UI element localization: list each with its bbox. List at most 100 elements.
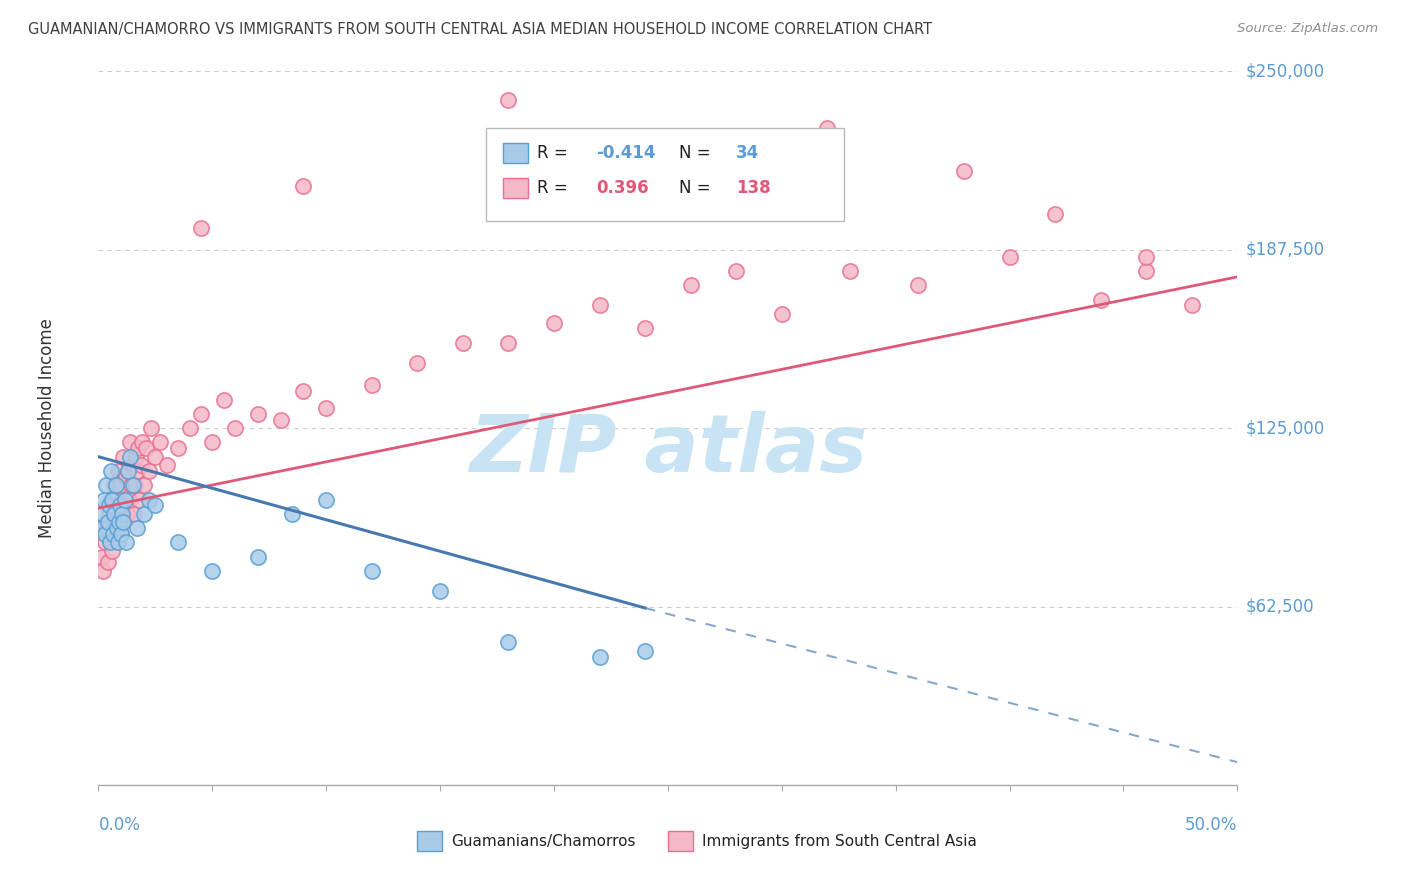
- Point: [94, 535, 117, 549]
- Point: [100, 464, 122, 478]
- Point: [1090, 293, 1112, 307]
- Point: [112, 516, 135, 530]
- Text: Median Household Income: Median Household Income: [38, 318, 56, 538]
- Point: [138, 492, 160, 507]
- Point: [103, 507, 125, 521]
- Point: [120, 478, 142, 492]
- Point: [132, 507, 155, 521]
- Point: [360, 378, 382, 392]
- Point: [725, 264, 748, 278]
- Point: [588, 298, 610, 312]
- FancyBboxPatch shape: [418, 831, 443, 851]
- Point: [1043, 207, 1066, 221]
- Point: [114, 535, 136, 549]
- Point: [117, 464, 139, 478]
- Point: [315, 401, 337, 416]
- Point: [128, 492, 150, 507]
- Point: [498, 635, 520, 649]
- Point: [281, 507, 304, 521]
- FancyBboxPatch shape: [485, 128, 845, 221]
- Point: [103, 478, 125, 492]
- Point: [292, 178, 315, 193]
- Point: [114, 492, 136, 507]
- Point: [104, 521, 127, 535]
- Point: [292, 384, 315, 398]
- Point: [1135, 250, 1157, 264]
- Point: [360, 564, 382, 578]
- Text: 50.0%: 50.0%: [1185, 815, 1237, 833]
- Point: [118, 492, 141, 507]
- Text: N =: N =: [679, 144, 716, 161]
- Text: -0.414: -0.414: [596, 144, 655, 161]
- Point: [907, 278, 929, 293]
- Point: [138, 464, 160, 478]
- Point: [111, 492, 134, 507]
- Point: [132, 478, 155, 492]
- FancyBboxPatch shape: [503, 178, 527, 198]
- Text: R =: R =: [537, 179, 572, 197]
- Point: [129, 458, 152, 473]
- Point: [135, 441, 157, 455]
- Text: GUAMANIAN/CHAMORRO VS IMMIGRANTS FROM SOUTH CENTRAL ASIA MEDIAN HOUSEHOLD INCOME: GUAMANIAN/CHAMORRO VS IMMIGRANTS FROM SO…: [28, 22, 932, 37]
- Point: [839, 264, 862, 278]
- Point: [91, 507, 114, 521]
- Point: [451, 335, 474, 350]
- Point: [105, 521, 128, 535]
- Text: Immigrants from South Central Asia: Immigrants from South Central Asia: [702, 834, 977, 849]
- Text: Source: ZipAtlas.com: Source: ZipAtlas.com: [1237, 22, 1378, 36]
- Point: [131, 435, 153, 450]
- Point: [108, 498, 131, 512]
- Point: [815, 121, 838, 136]
- Point: [1181, 298, 1204, 312]
- Point: [111, 507, 134, 521]
- Text: $187,500: $187,500: [1246, 241, 1324, 259]
- Point: [156, 458, 179, 473]
- Point: [96, 516, 118, 530]
- Point: [96, 478, 118, 492]
- Point: [224, 421, 246, 435]
- Point: [125, 450, 148, 464]
- Text: 34: 34: [737, 144, 759, 161]
- Point: [103, 507, 125, 521]
- Point: [190, 407, 212, 421]
- Point: [108, 478, 131, 492]
- Text: N =: N =: [679, 179, 716, 197]
- Point: [315, 492, 337, 507]
- Point: [90, 549, 112, 564]
- Point: [201, 564, 224, 578]
- Point: [588, 150, 610, 164]
- Text: $250,000: $250,000: [1246, 62, 1324, 80]
- Text: R =: R =: [537, 144, 572, 161]
- Point: [679, 278, 702, 293]
- Point: [101, 544, 124, 558]
- Point: [167, 441, 190, 455]
- Point: [100, 492, 122, 507]
- Point: [114, 469, 136, 483]
- Point: [112, 450, 135, 464]
- Point: [122, 507, 145, 521]
- Point: [127, 464, 149, 478]
- Point: [406, 355, 429, 369]
- Point: [90, 521, 112, 535]
- Point: [139, 421, 162, 435]
- Point: [588, 649, 610, 664]
- Point: [120, 450, 142, 464]
- Point: [770, 307, 793, 321]
- Point: [93, 521, 115, 535]
- Point: [98, 526, 121, 541]
- Point: [190, 221, 212, 235]
- Point: [104, 478, 127, 492]
- Point: [634, 321, 657, 335]
- Text: $125,000: $125,000: [1246, 419, 1324, 437]
- FancyBboxPatch shape: [503, 143, 527, 162]
- Point: [634, 644, 657, 658]
- Point: [108, 516, 131, 530]
- Point: [108, 516, 131, 530]
- Point: [212, 392, 235, 407]
- Point: [124, 478, 146, 492]
- Point: [1135, 264, 1157, 278]
- Point: [429, 583, 451, 598]
- Point: [110, 526, 132, 541]
- Point: [93, 492, 115, 507]
- Point: [498, 335, 520, 350]
